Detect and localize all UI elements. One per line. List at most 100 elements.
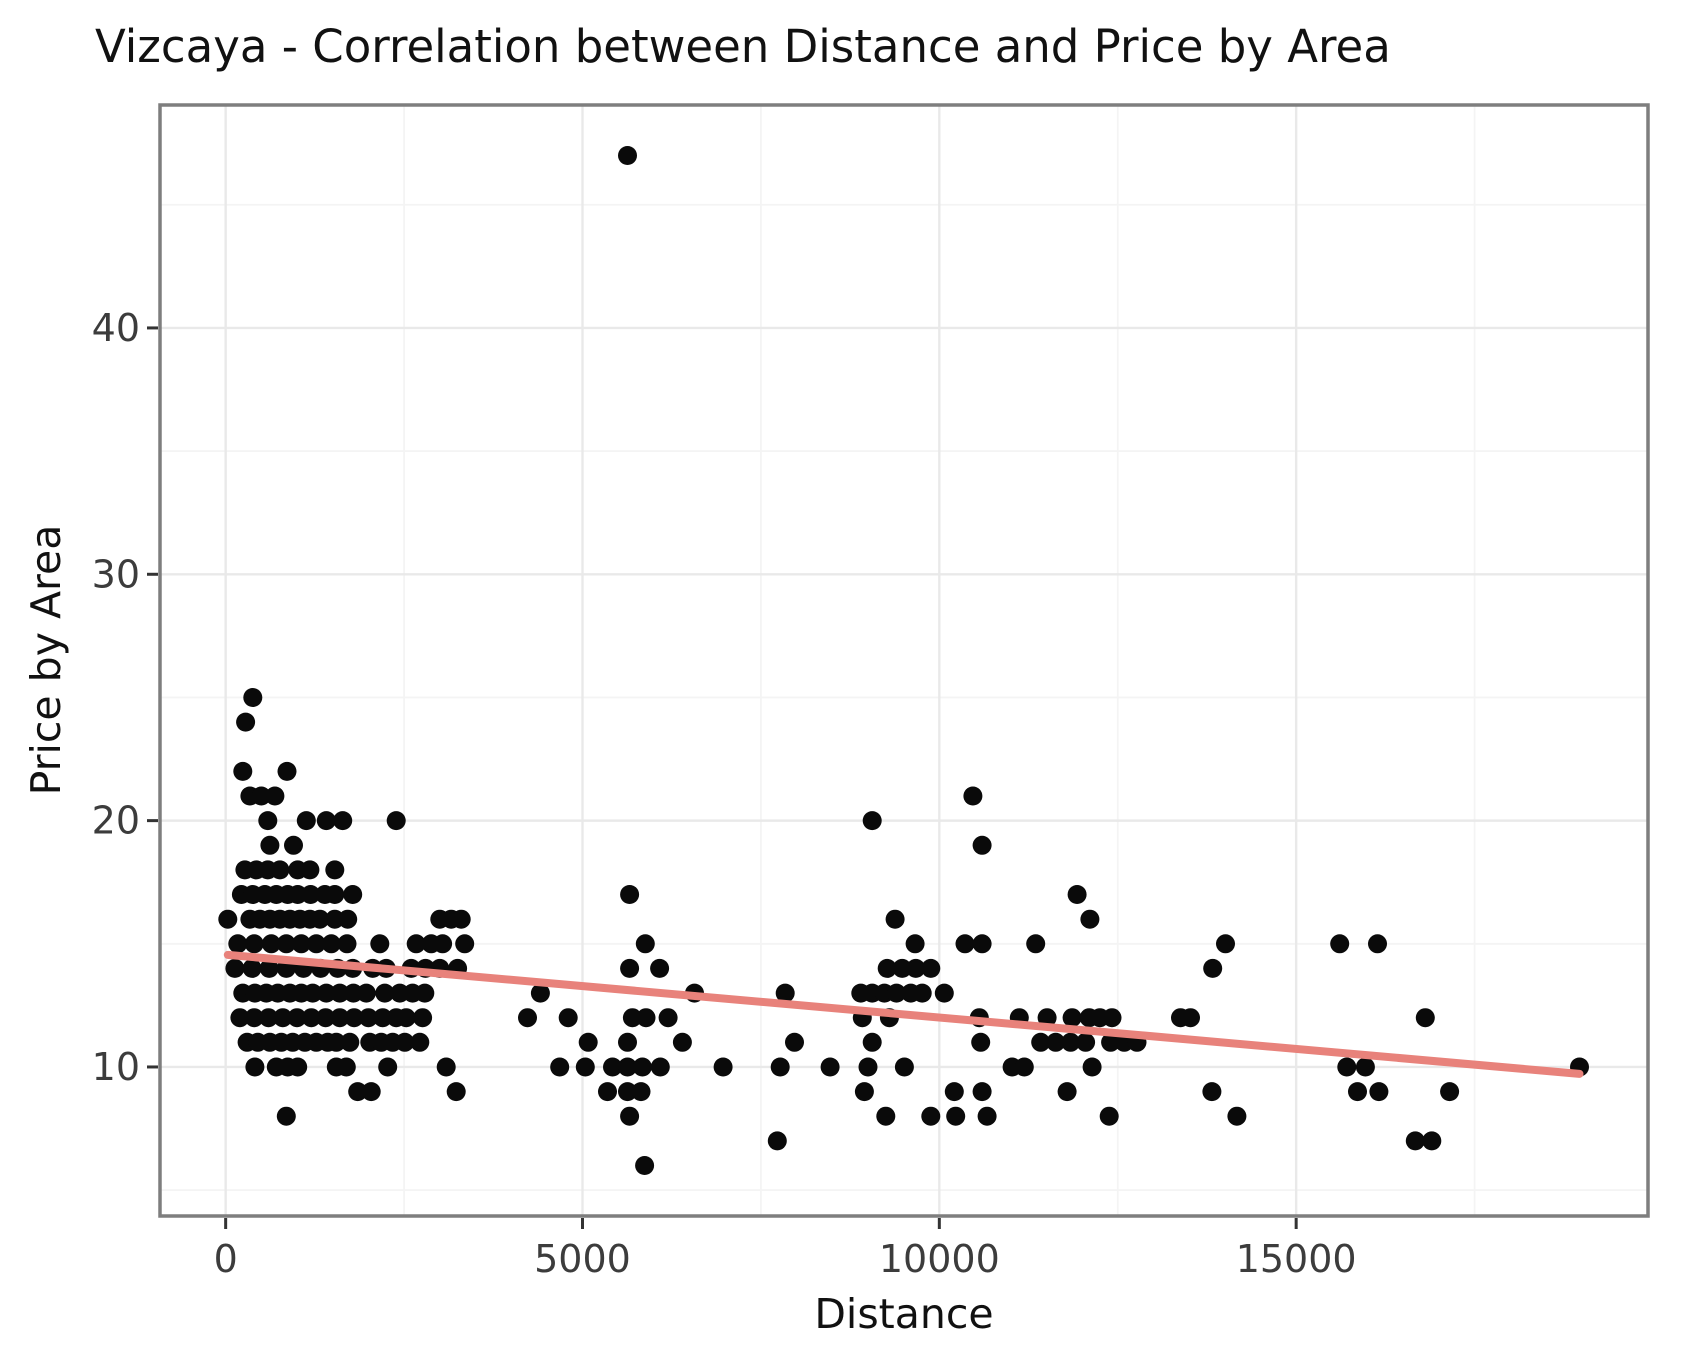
data-point xyxy=(310,909,330,929)
data-point xyxy=(1061,1032,1081,1052)
data-point xyxy=(921,958,941,978)
panel-border xyxy=(158,103,1650,1218)
data-point xyxy=(228,934,248,954)
data-point xyxy=(620,885,640,904)
data-point xyxy=(632,1057,652,1077)
data-point xyxy=(1330,934,1350,954)
data-point xyxy=(1026,934,1046,954)
x-tick-label: 15000 xyxy=(1236,1237,1357,1281)
data-point xyxy=(1415,1008,1435,1028)
data-point xyxy=(887,983,906,1003)
data-point xyxy=(963,786,983,806)
data-point xyxy=(972,1082,992,1102)
data-point xyxy=(236,712,256,732)
x-tick-label: 10000 xyxy=(879,1237,1000,1281)
data-point xyxy=(820,1057,840,1077)
data-point xyxy=(635,1156,655,1175)
data-point xyxy=(337,934,357,954)
data-point xyxy=(558,1008,578,1028)
data-point xyxy=(1099,1106,1119,1126)
data-point xyxy=(1181,1008,1200,1028)
data-point xyxy=(316,983,336,1003)
data-point xyxy=(620,958,640,978)
data-point xyxy=(1337,1057,1357,1077)
data-point xyxy=(620,1106,640,1126)
data-point xyxy=(325,860,345,880)
data-point xyxy=(373,1008,393,1028)
data-point xyxy=(635,934,655,954)
data-point xyxy=(406,934,426,954)
y-tick-label: 40 xyxy=(92,306,140,350)
data-point xyxy=(301,885,321,904)
data-point xyxy=(356,983,376,1003)
data-point xyxy=(316,811,336,831)
data-point xyxy=(885,909,905,929)
x-tick-label: 5000 xyxy=(534,1237,631,1281)
data-point xyxy=(284,835,303,855)
data-point xyxy=(1440,1082,1460,1102)
y-tick-label: 20 xyxy=(92,799,140,843)
data-point xyxy=(370,934,390,954)
data-point xyxy=(622,1008,642,1028)
data-point xyxy=(259,958,279,978)
data-point xyxy=(905,934,925,954)
data-point xyxy=(892,958,912,978)
data-point xyxy=(912,983,932,1003)
data-point xyxy=(316,1008,336,1028)
data-point xyxy=(296,811,316,831)
data-point xyxy=(251,786,271,806)
data-point xyxy=(244,934,264,954)
data-point xyxy=(1355,1057,1375,1077)
data-point xyxy=(530,983,550,1003)
data-point xyxy=(1102,1008,1122,1028)
data-point xyxy=(358,1008,378,1028)
data-point xyxy=(658,1008,678,1028)
data-point xyxy=(578,1032,598,1052)
data-point xyxy=(518,1008,537,1028)
data-point xyxy=(767,1131,787,1151)
data-point xyxy=(265,786,285,806)
data-point xyxy=(618,1082,637,1102)
data-point xyxy=(550,1057,570,1077)
data-point xyxy=(1014,1057,1034,1077)
data-point xyxy=(386,811,406,831)
data-point xyxy=(276,1106,296,1126)
data-point xyxy=(1348,1082,1367,1102)
data-point xyxy=(242,958,262,978)
data-point xyxy=(344,1008,364,1028)
data-point xyxy=(618,146,637,165)
data-point xyxy=(395,1032,415,1052)
data-point xyxy=(631,1082,651,1102)
data-point xyxy=(862,1032,882,1052)
data-point xyxy=(244,1008,264,1028)
data-point xyxy=(618,1057,637,1077)
data-point xyxy=(854,1082,874,1102)
data-point xyxy=(775,983,795,1003)
data-point xyxy=(260,835,280,855)
data-point xyxy=(245,1057,265,1077)
data-point xyxy=(862,811,882,831)
data-point xyxy=(1202,1082,1222,1102)
y-tick-label: 30 xyxy=(92,552,140,596)
data-point xyxy=(433,934,453,954)
data-point xyxy=(1082,1057,1102,1077)
data-point xyxy=(233,761,253,781)
data-point xyxy=(330,1008,350,1028)
data-point xyxy=(301,1008,321,1028)
x-tick-label: 0 xyxy=(214,1237,238,1281)
data-point xyxy=(375,983,395,1003)
data-point xyxy=(348,1082,368,1102)
data-point xyxy=(575,1057,595,1077)
data-point xyxy=(258,811,278,831)
data-point xyxy=(273,1008,293,1028)
data-point xyxy=(1216,934,1235,954)
data-point xyxy=(291,934,311,954)
data-point xyxy=(1101,1032,1121,1052)
data-point xyxy=(325,885,345,904)
data-point xyxy=(1405,1131,1425,1151)
data-point xyxy=(977,1106,997,1126)
panel-background xyxy=(160,105,1648,1216)
data-point xyxy=(1037,1008,1057,1028)
data-point xyxy=(396,1008,416,1028)
data-point xyxy=(1422,1131,1442,1151)
